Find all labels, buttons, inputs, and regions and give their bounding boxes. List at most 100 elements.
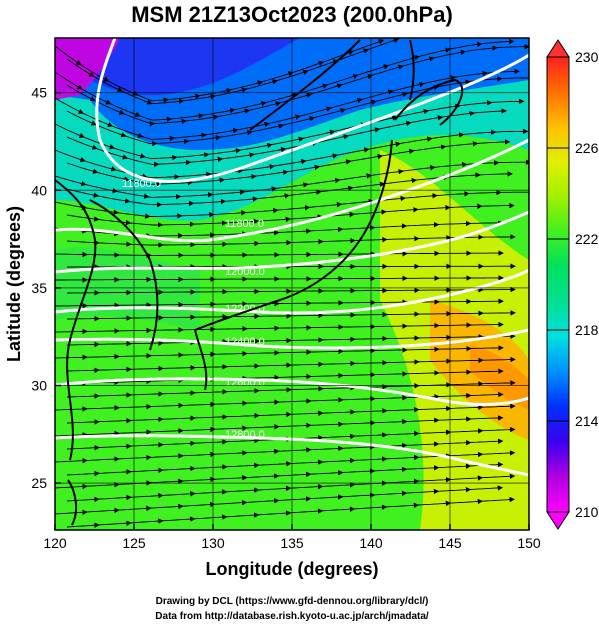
streamline xyxy=(253,147,287,155)
streamline xyxy=(214,425,248,431)
streamline xyxy=(55,457,88,464)
streamline xyxy=(194,489,228,495)
streamline xyxy=(438,439,472,446)
streamline xyxy=(309,201,343,208)
streamline xyxy=(482,450,516,456)
streamline xyxy=(118,327,152,334)
streamline xyxy=(98,241,132,247)
streamline xyxy=(212,189,246,195)
contour-line-7 xyxy=(55,434,529,477)
streamline xyxy=(406,465,440,471)
streamline xyxy=(470,415,504,421)
streamline xyxy=(482,496,515,503)
streamlines xyxy=(55,38,529,528)
streamline xyxy=(353,39,385,52)
streamline xyxy=(161,200,195,207)
streamline xyxy=(470,391,504,398)
streamline xyxy=(278,349,312,355)
streamline xyxy=(182,232,216,238)
streamline xyxy=(352,181,386,189)
streamline xyxy=(310,348,344,355)
streamline xyxy=(182,351,216,358)
streamline xyxy=(280,92,313,104)
streamline xyxy=(310,226,344,233)
streamline xyxy=(121,90,153,105)
streamline xyxy=(225,196,259,202)
streamline xyxy=(162,440,196,447)
x-tick-label: 140 xyxy=(359,535,383,551)
streamline xyxy=(339,173,373,181)
map-title: MSM 21Z13Oct2023 (200.0hPa) xyxy=(131,2,453,27)
streamline xyxy=(482,356,516,363)
streamline xyxy=(154,118,188,125)
streamline xyxy=(194,364,228,370)
grid-lines xyxy=(55,38,529,530)
streamline xyxy=(450,404,484,411)
streamline xyxy=(182,401,216,408)
streamline xyxy=(386,454,420,461)
streamline xyxy=(148,193,182,200)
streamline xyxy=(246,79,279,90)
streamline xyxy=(386,407,420,413)
streamline xyxy=(341,73,374,86)
streamline xyxy=(130,242,164,248)
streamline xyxy=(231,80,264,91)
streamline xyxy=(442,110,475,118)
streamline xyxy=(258,337,292,344)
streamline xyxy=(278,373,312,380)
streamline xyxy=(290,238,324,245)
streamline xyxy=(413,144,447,152)
streamline xyxy=(130,416,164,423)
streamline xyxy=(226,240,260,247)
streamline xyxy=(130,391,164,397)
coastline-korea xyxy=(89,199,159,351)
streamline xyxy=(226,412,260,419)
streamline xyxy=(242,164,276,171)
streamline xyxy=(348,127,381,137)
streamline xyxy=(182,451,216,458)
streamline xyxy=(310,494,344,500)
streamline xyxy=(375,91,409,102)
streamline xyxy=(428,103,461,112)
streamline xyxy=(194,464,228,470)
streamline xyxy=(290,508,324,514)
streamline xyxy=(226,462,260,469)
streamline xyxy=(342,348,376,354)
streamline xyxy=(194,220,228,226)
streamline xyxy=(146,174,180,180)
streamline xyxy=(342,323,376,330)
streamline xyxy=(292,60,325,73)
streamline xyxy=(405,193,438,199)
streamline xyxy=(307,177,341,185)
streamline xyxy=(215,326,248,332)
streamline xyxy=(139,115,173,122)
streamline xyxy=(226,437,260,444)
streamline xyxy=(83,136,116,150)
streamline xyxy=(217,108,251,117)
streamline xyxy=(118,378,152,384)
coastline-kyushu xyxy=(194,329,208,391)
streamline xyxy=(193,198,227,205)
streamline xyxy=(156,138,190,145)
streamline xyxy=(287,164,321,173)
streamline xyxy=(310,445,344,452)
streamline xyxy=(450,428,484,434)
streamline xyxy=(322,409,356,415)
streamline xyxy=(342,492,376,498)
streamline xyxy=(84,160,117,172)
streamline xyxy=(406,441,440,447)
streamline xyxy=(130,222,164,228)
streamline xyxy=(438,369,472,375)
streamline xyxy=(55,123,85,138)
streamline xyxy=(86,430,120,437)
streamline xyxy=(382,148,415,157)
streamline xyxy=(374,347,408,353)
streamline xyxy=(482,426,516,433)
streamline xyxy=(386,502,420,508)
streamline xyxy=(214,400,248,406)
streamline xyxy=(162,390,196,396)
streamline xyxy=(94,100,125,115)
streamline xyxy=(482,473,516,479)
streamline xyxy=(258,411,292,418)
contour-line-1 xyxy=(95,38,529,183)
